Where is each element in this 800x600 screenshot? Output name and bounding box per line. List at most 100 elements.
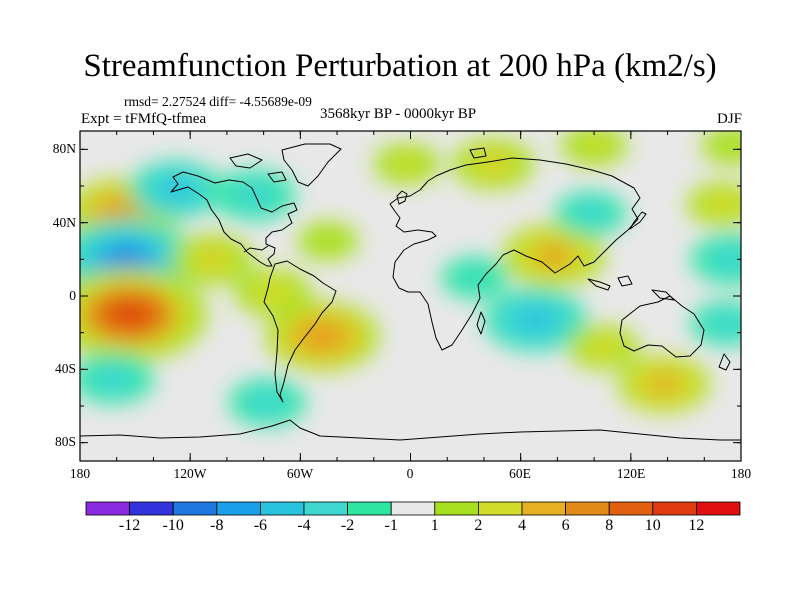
lat-label-0: 0	[69, 288, 76, 303]
anomaly-contour	[468, 273, 482, 282]
coast-australia	[619, 295, 705, 358]
colorbar-tick-label: -6	[253, 517, 268, 534]
anomaly-cell	[687, 182, 741, 227]
anomaly-cell	[171, 233, 253, 285]
anomaly-cell	[213, 169, 296, 221]
anomaly-contour	[719, 319, 734, 328]
lat-label-80s: 80S	[54, 434, 76, 449]
anomaly-contour	[246, 190, 263, 201]
anomaly-cell	[229, 378, 306, 427]
colorbar-swatch	[129, 501, 174, 516]
coast-south-america	[263, 260, 337, 403]
colorbar-tick-label: 2	[474, 517, 483, 534]
axis-ticks	[79, 131, 742, 461]
colorbar-tick-label: -10	[162, 517, 184, 534]
lon-label-120e: 120E	[616, 466, 646, 481]
anomaly-cell	[617, 355, 710, 413]
anomaly-cell	[691, 233, 741, 285]
statistics-subtitle: rmsd= 2.27524 diff= -4.55689e-09	[124, 94, 312, 109]
lat-label-40n: 40N	[52, 215, 76, 230]
anomaly-cell	[129, 161, 222, 219]
anomaly-contour	[725, 141, 738, 150]
anomaly-contour	[654, 378, 674, 390]
coast-uk	[396, 190, 408, 205]
colorbar-swatch	[565, 501, 610, 516]
colorbar-tick-label: 10	[644, 517, 661, 534]
colorbar-swatch	[696, 501, 741, 516]
anomaly-cell	[234, 268, 311, 317]
anomaly-cell	[265, 301, 379, 372]
colorbar-tick-label: 4	[518, 517, 526, 534]
anomaly-cell	[80, 353, 154, 404]
anomaly-cell	[701, 131, 741, 165]
anomaly-contour	[110, 206, 134, 221]
anomaly-contour	[321, 237, 334, 245]
coastlines	[80, 143, 741, 441]
colorbar-tick-label: 1	[430, 517, 439, 534]
chart-title: Streamfunction Perturbation at 200 hPa (…	[83, 48, 717, 84]
colorbar-swatch	[259, 501, 305, 516]
colorbar-swatch	[390, 501, 436, 516]
lon-label-180e: 180	[730, 466, 752, 481]
colorbar-tick-label: -4	[297, 517, 311, 534]
coast-greenland	[281, 143, 342, 187]
colorbar-tick-label: -1	[384, 517, 398, 534]
anomaly-cell	[452, 138, 534, 190]
colorbar-tick-label: 8	[605, 517, 614, 534]
colorbar-swatch	[434, 501, 479, 516]
colorbar	[85, 501, 741, 516]
colorbar-tick-label: -2	[340, 517, 355, 534]
lon-label-0: 0	[406, 466, 414, 481]
colorbar-swatch	[608, 501, 654, 516]
anomaly-contour	[723, 254, 740, 265]
anomaly-contour	[204, 254, 221, 265]
anomaly-contour	[114, 304, 146, 324]
anomaly-contour	[400, 159, 414, 169]
colorbar-tick-label: -8	[210, 517, 224, 534]
anomaly-cell	[441, 256, 508, 299]
colorbar-tick-label: 12	[688, 517, 705, 534]
lon-label-60e: 60E	[509, 466, 531, 481]
colorbar-tick-label: 6	[561, 517, 570, 534]
plot-area	[79, 130, 742, 462]
anomaly-cell	[484, 288, 587, 352]
coast-gulf-mexico	[243, 245, 269, 253]
anomaly-contour	[265, 287, 281, 298]
period-label: 3568kyr BP - 0000kyr BP	[320, 106, 477, 122]
season-label: DJF	[716, 111, 742, 127]
anomaly-field	[80, 131, 741, 427]
coast-north-america	[170, 171, 298, 267]
anomaly-contour	[583, 209, 598, 218]
anomaly-contour	[596, 342, 611, 352]
colorbar-swatch	[477, 501, 523, 516]
anomaly-contour	[525, 313, 546, 327]
anomaly-contour	[104, 373, 122, 384]
anomaly-cell	[690, 301, 741, 346]
lon-label-60w: 60W	[286, 466, 314, 481]
coast-new-zealand	[718, 353, 731, 371]
coast-arctic-islands	[229, 147, 487, 183]
anomaly-cell	[373, 143, 440, 185]
lat-label-80n: 80N	[52, 141, 76, 156]
anomaly-cell	[502, 224, 605, 288]
lon-label-120w: 120W	[173, 466, 207, 481]
anomaly-contour	[259, 397, 275, 408]
coast-antarctica	[80, 419, 741, 441]
anomaly-contour	[715, 199, 730, 209]
colorbar-tick-label: -12	[118, 517, 141, 534]
colorbar-swatch	[303, 501, 348, 516]
colorbar-swatch	[652, 501, 697, 516]
anomaly-contour	[112, 251, 140, 268]
lat-label-40s: 40S	[54, 361, 76, 376]
anomaly-cell	[567, 325, 639, 370]
coast-indonesia	[587, 275, 675, 301]
colorbar-swatch	[347, 501, 392, 516]
colorbar-swatch	[216, 501, 261, 516]
anomaly-cell	[80, 267, 207, 362]
anomaly-contour	[587, 141, 601, 150]
anomaly-cell	[561, 131, 628, 167]
colorbar-swatch	[172, 501, 218, 516]
coast-japan	[629, 211, 647, 230]
anomaly-cell	[554, 191, 627, 236]
